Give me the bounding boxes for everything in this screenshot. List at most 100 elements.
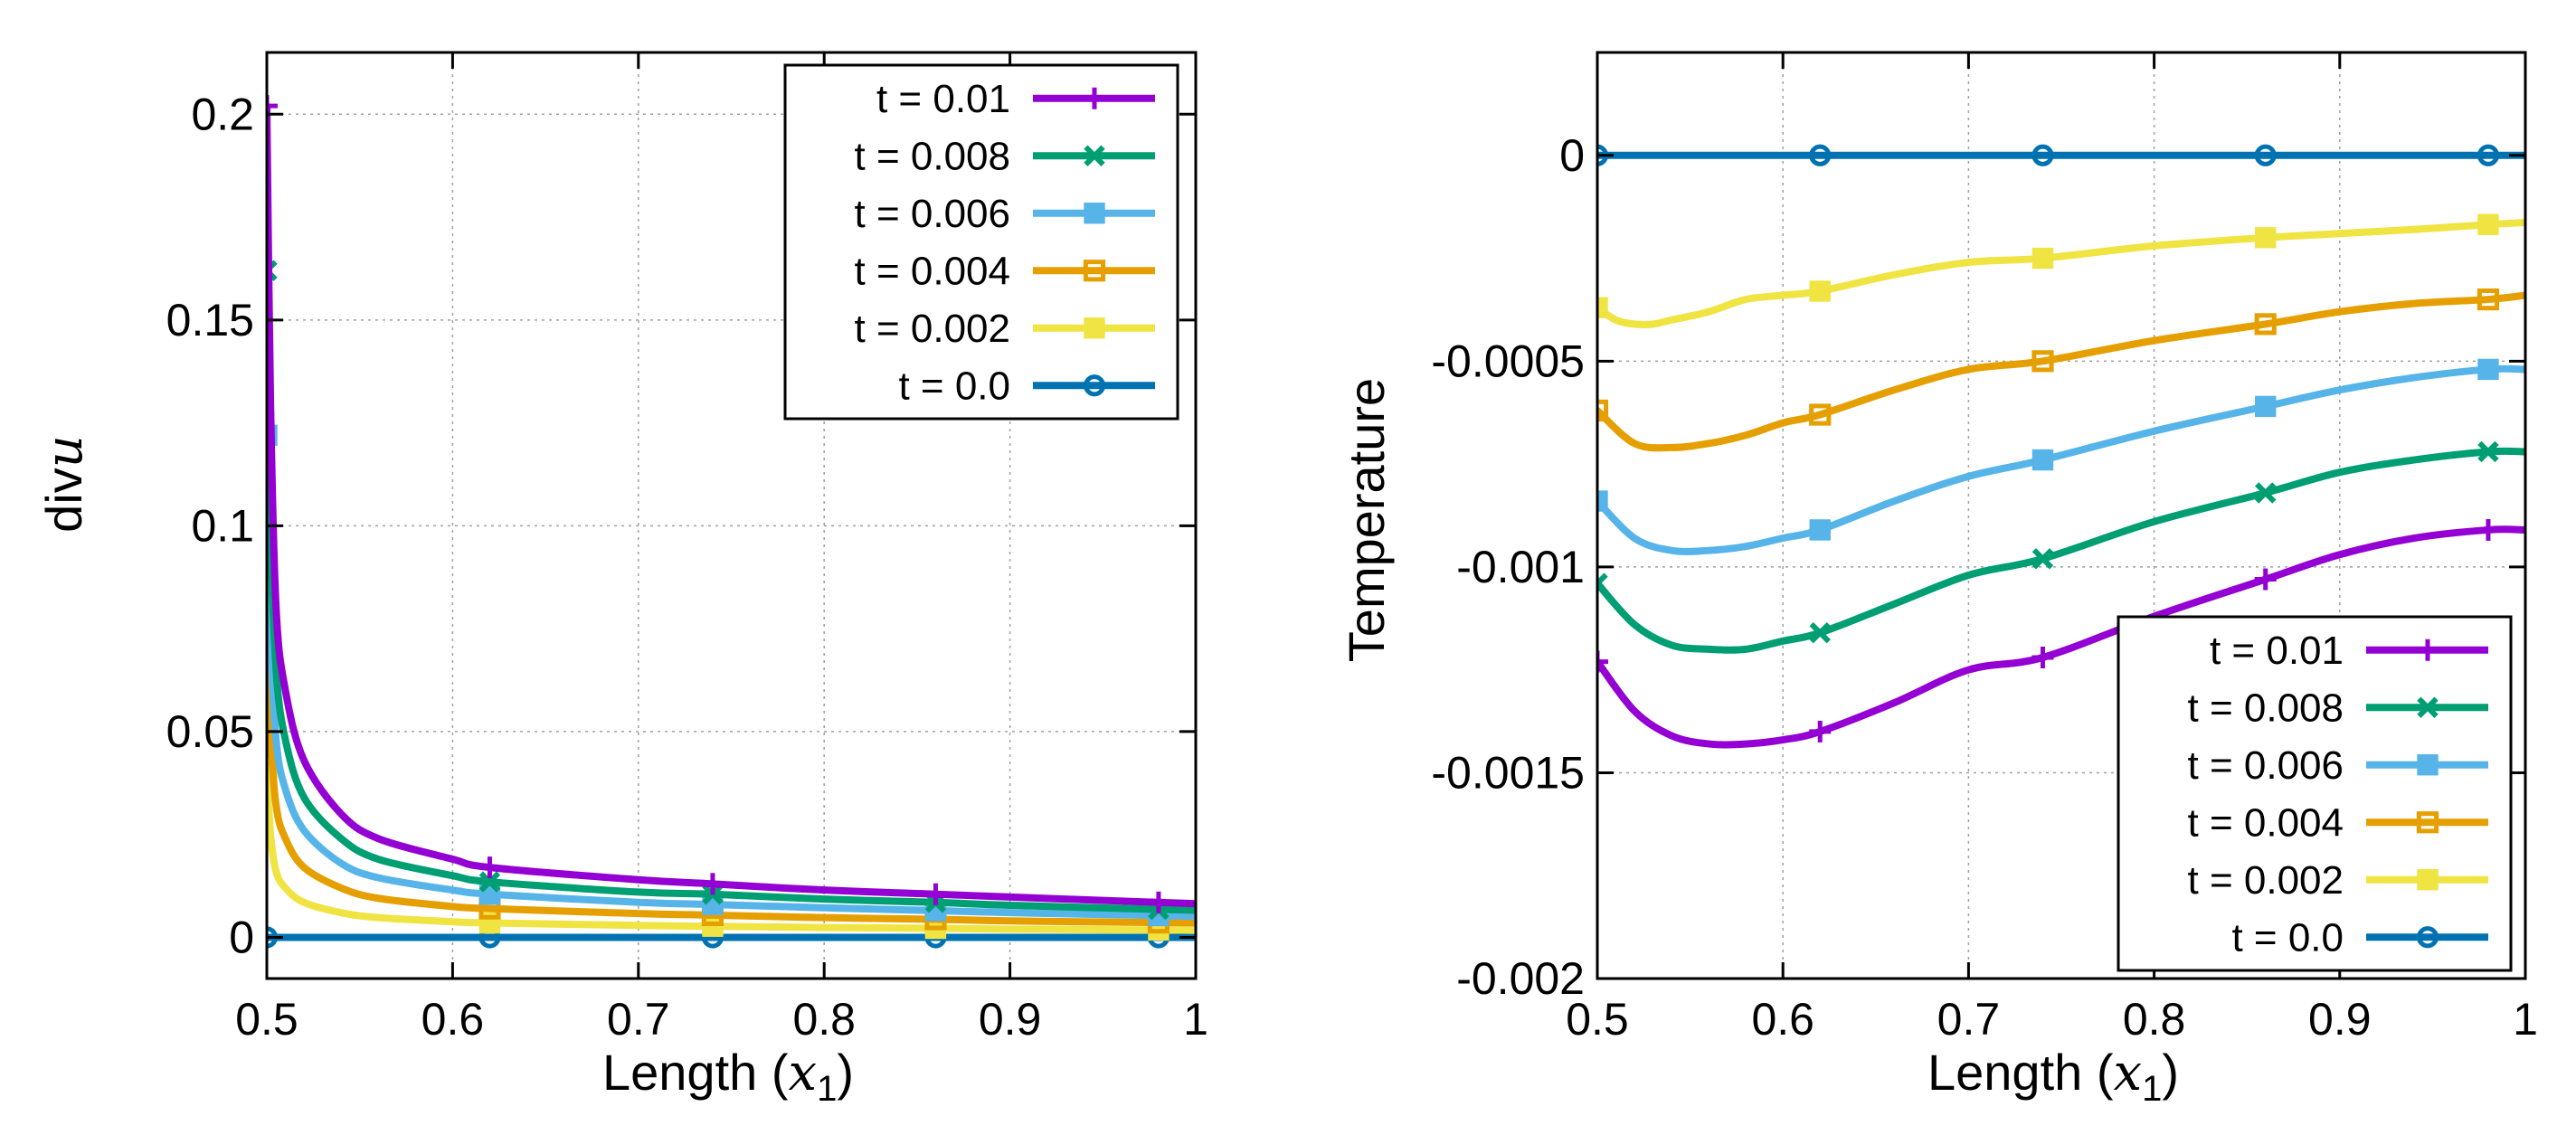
chart-left-legend: t = 0.01 t = 0.008 t = 0.006 t = 0.004 t = 0… [783, 63, 1179, 421]
right-legend-label: t = 0.002 [2188, 858, 2344, 903]
right-point-t-0-004 [1809, 403, 1832, 426]
right-point-t-0-008 [1597, 572, 1608, 594]
right-legend-box [2117, 615, 2513, 972]
right-legend-entry: t = 0.004 [2188, 800, 2488, 845]
left-point-t-0-01 [267, 95, 278, 118]
right-point-t-0-0 [2254, 144, 2277, 166]
left-legend-box [783, 63, 1179, 421]
right-point-t-0-004 [2254, 313, 2277, 336]
chart-left-series [267, 95, 1196, 949]
left-legend-marker [1084, 317, 1105, 339]
chart-right-series [1597, 144, 2525, 749]
right-point-t-0-006 [2255, 395, 2277, 418]
left-legend-marker [1084, 145, 1105, 166]
chart-left-xlabel: Length (x1) [602, 1044, 854, 1109]
chart-right-frame [1596, 51, 2527, 980]
right-point-t-0-01 [2477, 518, 2499, 541]
right-point-t-0-0 [2031, 144, 2054, 166]
left-x-tick-label: 1 [1183, 994, 1208, 1045]
right-x-tick-label: 0.7 [1937, 994, 2001, 1045]
chart-left-tick-labels: 0.5 0.6 0.7 0.8 0.9 1 0 0.05 0.1 0.15 0.2 [166, 89, 1208, 1045]
right-point-t-0-008 [2477, 440, 2499, 463]
right-point-t-0-004 [2031, 350, 2054, 373]
right-y-tick-label: -0.001 [1456, 542, 1585, 592]
right-point-t-0-0 [2477, 144, 2500, 166]
right-point-t-0-004 [2477, 288, 2500, 311]
left-legend-entry: t = 0.004 [855, 249, 1155, 293]
right-point-t-0-01 [1597, 650, 1608, 673]
right-x-tick-label: 0.8 [2123, 994, 2186, 1045]
right-legend-label: t = 0.01 [2210, 629, 2344, 673]
left-line-t-0-002 [267, 769, 1196, 934]
left-legend-marker [1083, 374, 1106, 397]
right-point-t-0-01 [1809, 720, 1832, 742]
right-point-t-0-01 [2254, 568, 2277, 591]
chart-left-ylabel: divu [35, 435, 94, 533]
right-legend-marker [2416, 926, 2439, 949]
right-legend-entry: t = 0.002 [2188, 858, 2488, 903]
right-series-t-0-0 [1597, 144, 2525, 166]
right-series-t-0-004 [1597, 288, 2525, 452]
left-point-t-0-008 [478, 871, 501, 893]
right-point-t-0-008 [2031, 548, 2054, 570]
left-legend-marker [1084, 203, 1105, 224]
left-legend-label: t = 0.0 [898, 364, 1010, 408]
left-series-t-0-01 [267, 95, 1196, 913]
right-legend-label: t = 0.004 [2188, 800, 2344, 845]
right-point-t-0-008 [1809, 621, 1831, 644]
chart-left-ticks [265, 52, 1198, 979]
left-line-t-0-01 [267, 102, 1196, 908]
right-x-tick-label: 1 [2513, 994, 2538, 1045]
left-point-t-0-01 [701, 873, 724, 895]
left-legend-entry: t = 0.002 [855, 307, 1155, 351]
left-legend-label: t = 0.004 [855, 249, 1010, 293]
right-x-tick-label: 0.5 [1566, 994, 1629, 1045]
chart-right-legend: t = 0.01 t = 0.008 t = 0.006 t = 0.004 t = 0… [2117, 615, 2513, 972]
left-x-tick-label: 0.5 [235, 994, 298, 1045]
right-y-tick-label: -0.0005 [1431, 336, 1585, 386]
right-line-t-0-006 [1597, 364, 2525, 555]
right-point-t-0-002 [2255, 227, 2277, 249]
left-y-tick-label: 0.15 [166, 295, 254, 345]
right-point-t-0-008 [2254, 482, 2277, 504]
left-y-tick-label: 0.1 [191, 500, 254, 551]
right-series-t-0-006 [1597, 358, 2525, 555]
chart-right-tick-labels: 0.5 0.6 0.7 0.8 0.9 1 0 -0.0005 -0.001 -0.0015 -0.… [1431, 130, 2538, 1045]
chart-left: 0.5 0.6 0.7 0.8 0.9 1 0 0.05 0.1 0.15 0.2 Length (… [35, 51, 1208, 1109]
left-x-tick-label: 0.7 [607, 994, 670, 1045]
left-x-tick-label: 0.9 [979, 994, 1042, 1045]
right-legend-entry: t = 0.01 [2210, 629, 2488, 673]
right-line-t-0-004 [1597, 291, 2525, 452]
right-point-t-0-0 [1809, 144, 1832, 166]
right-legend-marker [2416, 811, 2439, 834]
left-line-t-0-008 [267, 267, 1196, 914]
right-legend-entry: t = 0.0 [2231, 915, 2488, 960]
right-x-tick-label: 0.9 [2308, 994, 2372, 1045]
right-series-t-0-008 [1597, 440, 2525, 654]
left-legend-marker [1083, 260, 1106, 282]
right-point-t-0-002 [1809, 280, 1831, 302]
right-legend-entry: t = 0.006 [2188, 743, 2488, 788]
right-legend-marker [2417, 638, 2439, 661]
left-y-tick-label: 0.05 [166, 706, 254, 757]
right-legend-entry: t = 0.008 [2188, 686, 2488, 730]
left-point-t-0-01 [478, 856, 501, 879]
right-legend-marker [2417, 754, 2439, 776]
right-legend-label: t = 0.006 [2188, 743, 2344, 788]
left-legend-label: t = 0.008 [855, 134, 1010, 178]
left-legend-entry: t = 0.008 [855, 134, 1155, 178]
chart-right-ticks [1596, 52, 2527, 980]
right-y-tick-label: -0.0015 [1431, 747, 1585, 798]
right-legend-label: t = 0.008 [2188, 686, 2344, 730]
left-legend-label: t = 0.002 [855, 307, 1010, 351]
right-point-t-0-006 [2031, 449, 2054, 471]
left-legend-marker [1084, 87, 1105, 109]
left-legend-label: t = 0.006 [855, 192, 1010, 236]
right-x-tick-label: 0.6 [1751, 994, 1814, 1045]
left-y-tick-label: 0.2 [191, 89, 254, 139]
right-line-t-0-01 [1597, 525, 2525, 749]
right-y-tick-label: 0 [1559, 130, 1585, 181]
right-legend-label: t = 0.0 [2231, 915, 2344, 960]
left-x-tick-label: 0.8 [792, 994, 856, 1045]
